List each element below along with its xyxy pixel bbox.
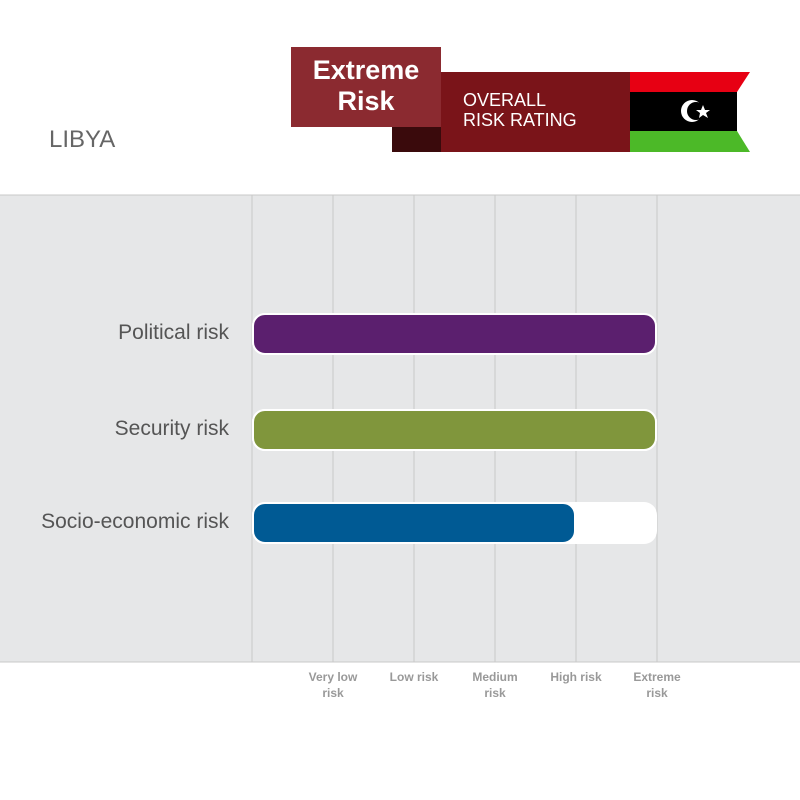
badge-caption: OVERALL RISK RATING <box>463 90 577 130</box>
flag-notch <box>737 92 750 131</box>
category-label: Security risk <box>114 417 229 440</box>
category-label: Political risk <box>118 321 229 344</box>
badge-rating: Extreme Risk <box>312 55 420 116</box>
x-tick-label: Extreme risk <box>633 670 681 700</box>
badge <box>291 47 750 152</box>
bar <box>252 313 657 355</box>
flag-green <box>630 131 750 152</box>
x-tick-label: High risk <box>550 670 602 684</box>
x-tick-label: Low risk <box>389 670 439 684</box>
bar <box>252 502 576 544</box>
chart-title: LIBYA <box>49 126 116 153</box>
x-tick-label: Very low risk <box>308 670 358 700</box>
bar <box>252 409 657 451</box>
badge-shadow <box>392 127 441 152</box>
badge-box <box>291 47 441 127</box>
flag-star <box>696 105 710 118</box>
category-label: Socio-economic risk <box>41 510 229 533</box>
flag-red <box>630 72 750 92</box>
x-tick-label: Medium risk <box>472 670 518 700</box>
